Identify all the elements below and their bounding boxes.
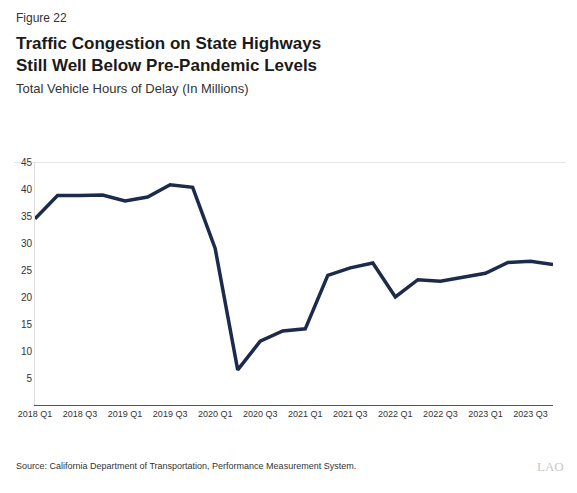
svg-text:Figure 22: Figure 22: [16, 11, 67, 25]
svg-text:25: 25: [21, 265, 33, 276]
svg-text:2019 Q3: 2019 Q3: [153, 409, 188, 419]
svg-text:Source: California Department: Source: California Department of Transpo…: [16, 461, 356, 471]
svg-text:30: 30: [21, 238, 33, 249]
svg-text:2019 Q1: 2019 Q1: [108, 409, 143, 419]
svg-text:2023 Q3: 2023 Q3: [513, 409, 548, 419]
svg-text:45: 45: [21, 157, 33, 168]
svg-text:LAO: LAO: [537, 459, 564, 474]
svg-text:35: 35: [21, 211, 33, 222]
svg-text:2020 Q1: 2020 Q1: [198, 409, 233, 419]
svg-text:2020 Q3: 2020 Q3: [243, 409, 278, 419]
svg-text:2018 Q3: 2018 Q3: [63, 409, 98, 419]
svg-text:5: 5: [26, 373, 32, 384]
svg-text:Traffic Congestion on State Hi: Traffic Congestion on State HighwaysStil…: [16, 34, 321, 75]
svg-text:2021 Q1: 2021 Q1: [288, 409, 323, 419]
svg-text:10: 10: [21, 346, 33, 357]
svg-text:15: 15: [21, 319, 33, 330]
svg-text:2018 Q1: 2018 Q1: [18, 409, 53, 419]
svg-text:2022 Q1: 2022 Q1: [378, 409, 413, 419]
svg-text:Total Vehicle Hours of Delay (: Total Vehicle Hours of Delay (In Million…: [16, 81, 249, 96]
svg-text:20: 20: [21, 292, 33, 303]
svg-text:2021 Q3: 2021 Q3: [333, 409, 368, 419]
svg-text:40: 40: [21, 184, 33, 195]
svg-text:2023 Q1: 2023 Q1: [468, 409, 503, 419]
svg-text:2022 Q3: 2022 Q3: [423, 409, 458, 419]
